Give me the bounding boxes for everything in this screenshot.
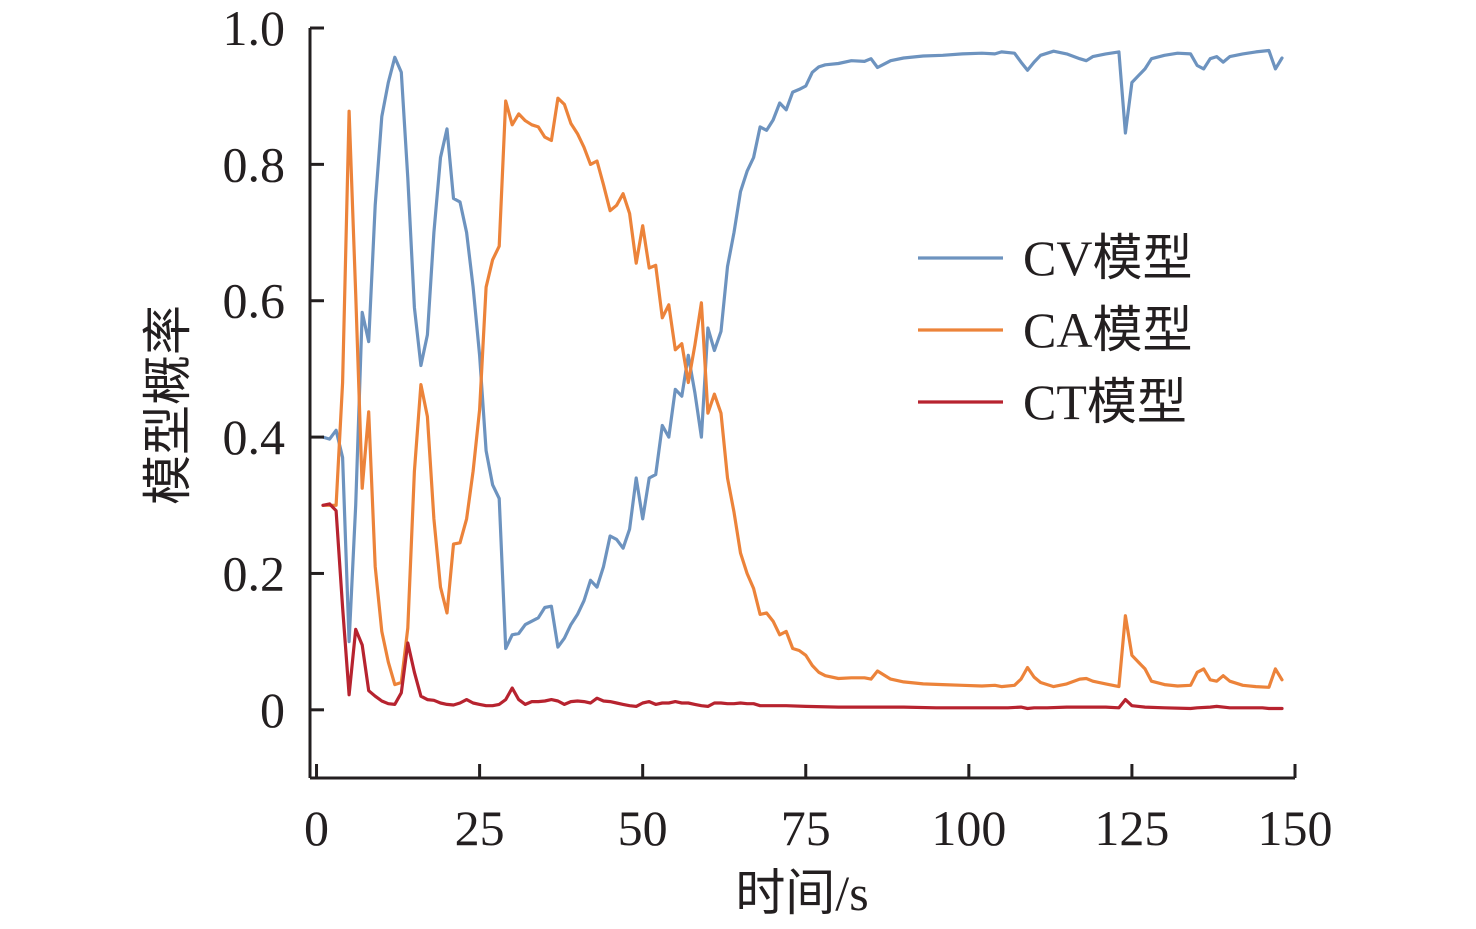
y-tick-label: 1.0 <box>223 0 286 56</box>
x-axis-ticks: 0 25 50 75 100 125 150 <box>304 764 1333 856</box>
legend-label-3: CT模型 <box>1023 374 1187 430</box>
y-axis-title: 模型概率 <box>140 305 196 505</box>
x-tick-label: 0 <box>304 800 329 856</box>
y-tick-label: 0.2 <box>223 545 286 601</box>
x-tick-label: 25 <box>455 800 505 856</box>
x-tick-label: 50 <box>618 800 668 856</box>
series-line-1 <box>321 48 1284 651</box>
legend-label-2: CA模型 <box>1023 302 1192 358</box>
x-tick-label: 75 <box>781 800 831 856</box>
y-tick-label: 0.4 <box>223 409 286 465</box>
series-line-2 <box>321 96 1284 689</box>
series-lines <box>321 48 1284 711</box>
legend-label-1: CV模型 <box>1023 230 1192 286</box>
x-tick-label: 125 <box>1094 800 1169 856</box>
y-tick-label: 0.6 <box>223 273 286 329</box>
y-tick-label: 0 <box>260 682 285 738</box>
y-axis-ticks: 0 0.2 0.4 0.6 0.8 1.0 <box>223 0 324 738</box>
legend: CV模型 CA模型 CT模型 <box>918 230 1192 430</box>
x-axis-title: 时间/s <box>735 865 868 921</box>
x-tick-label: 100 <box>931 800 1006 856</box>
series-line-3 <box>321 502 1284 711</box>
x-tick-label: 150 <box>1258 800 1333 856</box>
plot-area <box>321 48 1284 711</box>
y-tick-label: 0.8 <box>223 136 286 192</box>
